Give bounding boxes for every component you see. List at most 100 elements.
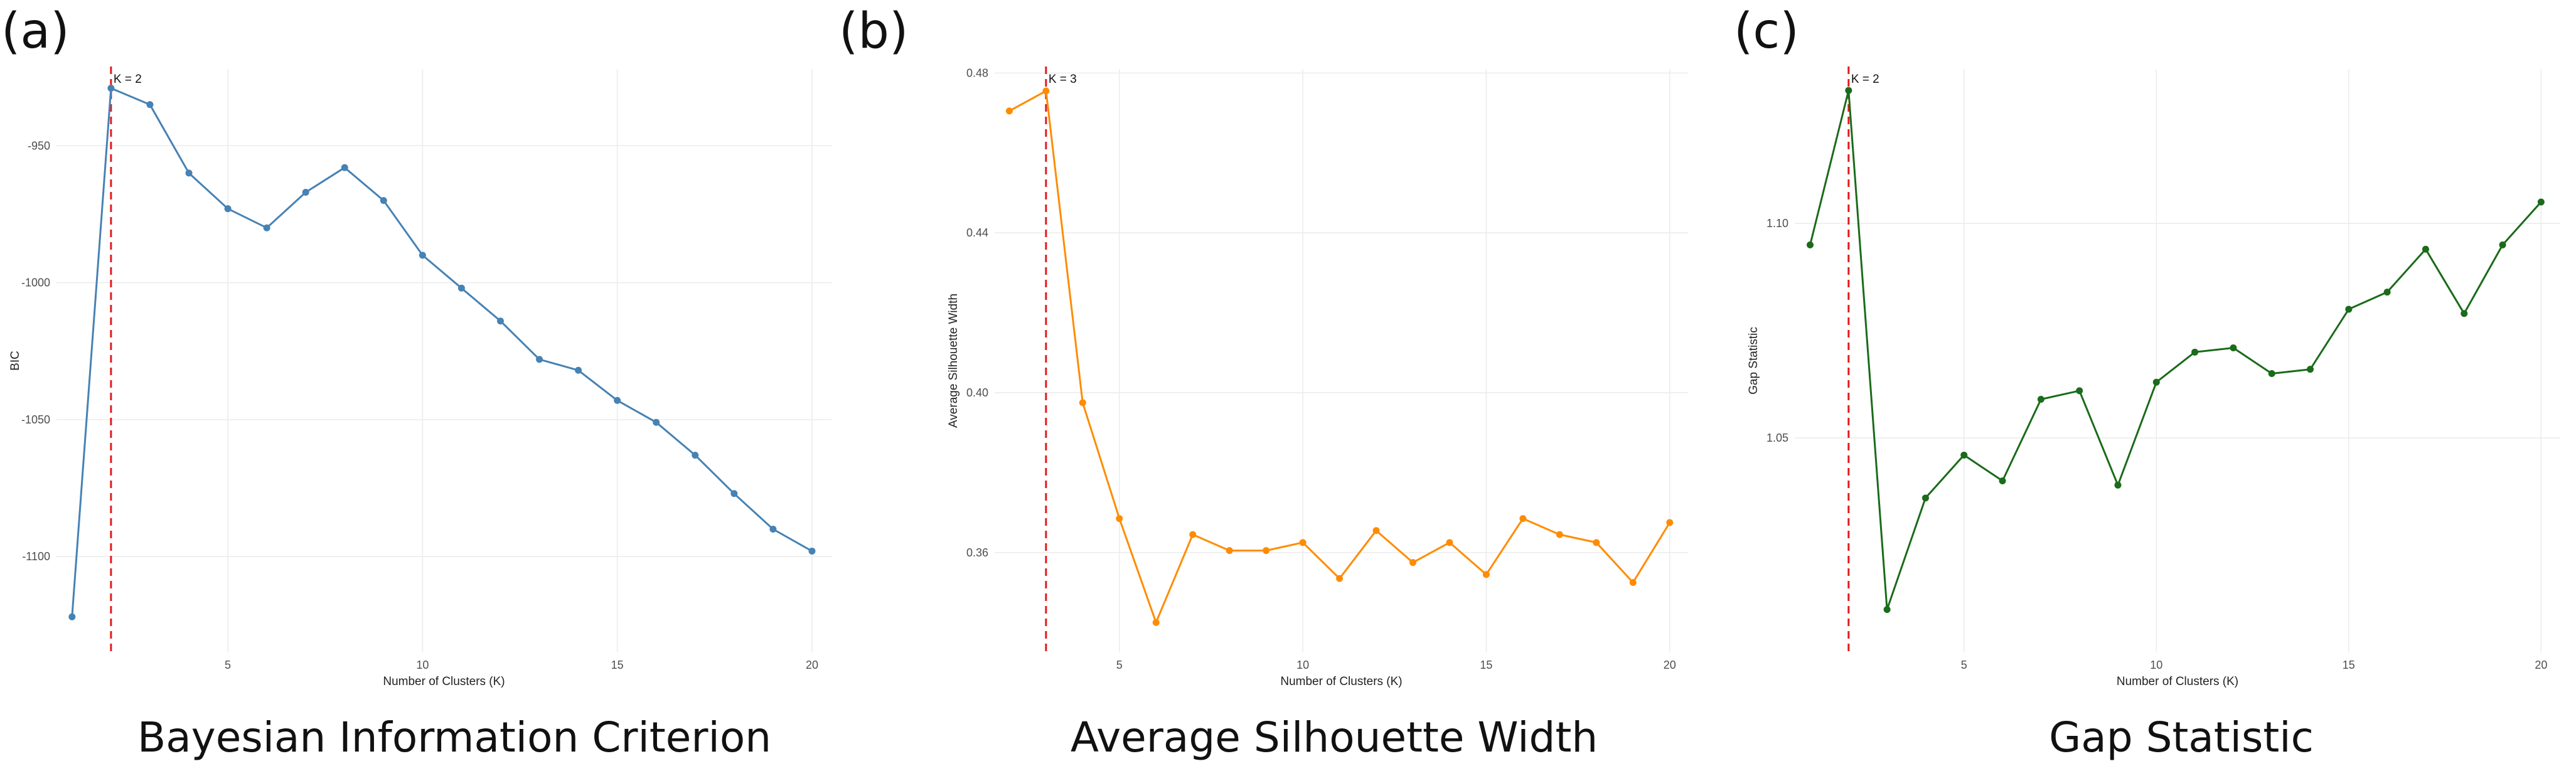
- data-point: [1446, 539, 1453, 546]
- data-point: [1666, 519, 1674, 526]
- y-tick-label: 1.10: [1766, 217, 1788, 230]
- series-line: [1809, 89, 2542, 611]
- panel-caption: Gap Statistic: [2049, 713, 2314, 762]
- panel-caption: Average Silhouette Width: [1071, 713, 1598, 762]
- panel-letter: (b): [839, 3, 908, 60]
- x-axis-title: Number of Clusters (K): [2117, 675, 2238, 688]
- data-point: [1226, 547, 1233, 555]
- data-point: [2345, 306, 2353, 313]
- data-point: [769, 526, 777, 533]
- data-point: [730, 490, 738, 497]
- x-tick-label: 5: [1116, 659, 1123, 671]
- x-tick-label: 10: [2150, 659, 2162, 671]
- y-tick-label: 1.05: [1766, 432, 1788, 444]
- x-axis-title: Number of Clusters (K): [383, 675, 505, 688]
- x-tick-label: 15: [611, 659, 624, 671]
- y-tick-label: -1050: [21, 413, 50, 426]
- data-point: [185, 169, 193, 177]
- data-point: [2307, 366, 2314, 373]
- data-point: [2037, 396, 2044, 403]
- y-axis-title: BIC: [9, 351, 22, 371]
- data-point: [575, 366, 582, 374]
- x-tick-label: 10: [1296, 659, 1309, 671]
- data-point: [1593, 539, 1600, 546]
- data-point: [1079, 399, 1086, 407]
- data-point: [2499, 241, 2506, 248]
- y-axis-title: Average Silhouette Width: [947, 294, 960, 428]
- data-point: [2422, 245, 2429, 253]
- data-point: [1299, 539, 1307, 546]
- data-point: [1189, 531, 1197, 538]
- data-point: [1960, 451, 1968, 459]
- data-point: [1005, 107, 1013, 115]
- data-point: [341, 164, 348, 171]
- data-point: [107, 85, 115, 92]
- data-point: [2230, 344, 2237, 351]
- data-point: [1845, 87, 1852, 94]
- data-point: [1263, 547, 1270, 555]
- y-tick-label: -1100: [22, 550, 50, 563]
- x-tick-label: 20: [2535, 659, 2547, 671]
- data-point: [1921, 494, 1929, 502]
- data-point: [808, 547, 816, 555]
- data-point: [2152, 378, 2160, 386]
- data-point: [380, 197, 387, 205]
- optimal-k-annotation: K = 2: [114, 73, 142, 86]
- x-tick-label: 5: [1961, 659, 1967, 671]
- x-tick-label: 10: [416, 659, 429, 671]
- data-point: [1336, 575, 1344, 582]
- panel-silhouette: 0.36 0.40 0.44 0.48 5 10 15 20 Number of Cluster…: [839, 3, 1688, 762]
- data-point: [146, 101, 154, 109]
- panel-caption: Bayesian Information Criterion: [137, 713, 771, 762]
- data-point: [1556, 531, 1563, 538]
- data-point: [1519, 515, 1527, 523]
- y-axis-title: Gap Statistic: [1747, 327, 1760, 395]
- data-point: [653, 418, 660, 426]
- optimal-k-annotation: K = 2: [1851, 73, 1879, 86]
- data-point: [1116, 515, 1123, 523]
- panel-letter: (c): [1734, 3, 1799, 60]
- data-point: [2383, 289, 2391, 296]
- y-tick-label: 0.44: [966, 226, 988, 239]
- data-point: [496, 317, 504, 325]
- series-line: [1008, 90, 1671, 624]
- panel-gap: 1.05 1.10 5 10 15 20 Number of Clusters (K) Gap…: [1734, 3, 2560, 762]
- x-tick-label: 5: [225, 659, 231, 671]
- data-point: [1629, 579, 1637, 587]
- data-point: [2461, 310, 2468, 317]
- x-tick-label: 15: [2343, 659, 2355, 671]
- y-tick-label: 0.40: [966, 386, 988, 399]
- data-point: [457, 284, 465, 292]
- data-point: [2268, 370, 2275, 378]
- optimal-k-annotation: K = 3: [1049, 73, 1077, 86]
- data-point: [1409, 559, 1417, 566]
- data-point: [1482, 571, 1490, 578]
- y-tick-label: 0.48: [966, 66, 988, 79]
- data-point: [1999, 477, 2006, 484]
- data-point: [692, 452, 699, 459]
- data-point: [536, 356, 543, 363]
- y-tick-label: 0.36: [966, 546, 988, 559]
- data-point: [1807, 241, 1814, 248]
- x-tick-label: 20: [1664, 659, 1676, 671]
- data-point: [614, 396, 621, 404]
- series-line: [71, 87, 813, 617]
- y-tick-label: -950: [28, 139, 50, 152]
- x-tick-label: 15: [1480, 659, 1492, 671]
- data-point: [2191, 348, 2199, 356]
- data-point: [1372, 527, 1380, 534]
- y-tick-label: -1000: [21, 277, 50, 289]
- panel-bic: -950 -1000 -1050 -1100 5 10 15 20 Number of Clus…: [1, 3, 831, 762]
- panel-letter: (a): [1, 3, 70, 60]
- data-point: [302, 188, 309, 196]
- data-point: [2076, 387, 2083, 395]
- data-point: [419, 252, 426, 259]
- data-point: [68, 613, 76, 620]
- data-point: [1042, 87, 1050, 95]
- data-point: [224, 205, 232, 213]
- data-point: [2114, 481, 2122, 489]
- data-point: [263, 224, 270, 231]
- data-point: [2537, 198, 2545, 206]
- data-point: [1152, 619, 1160, 626]
